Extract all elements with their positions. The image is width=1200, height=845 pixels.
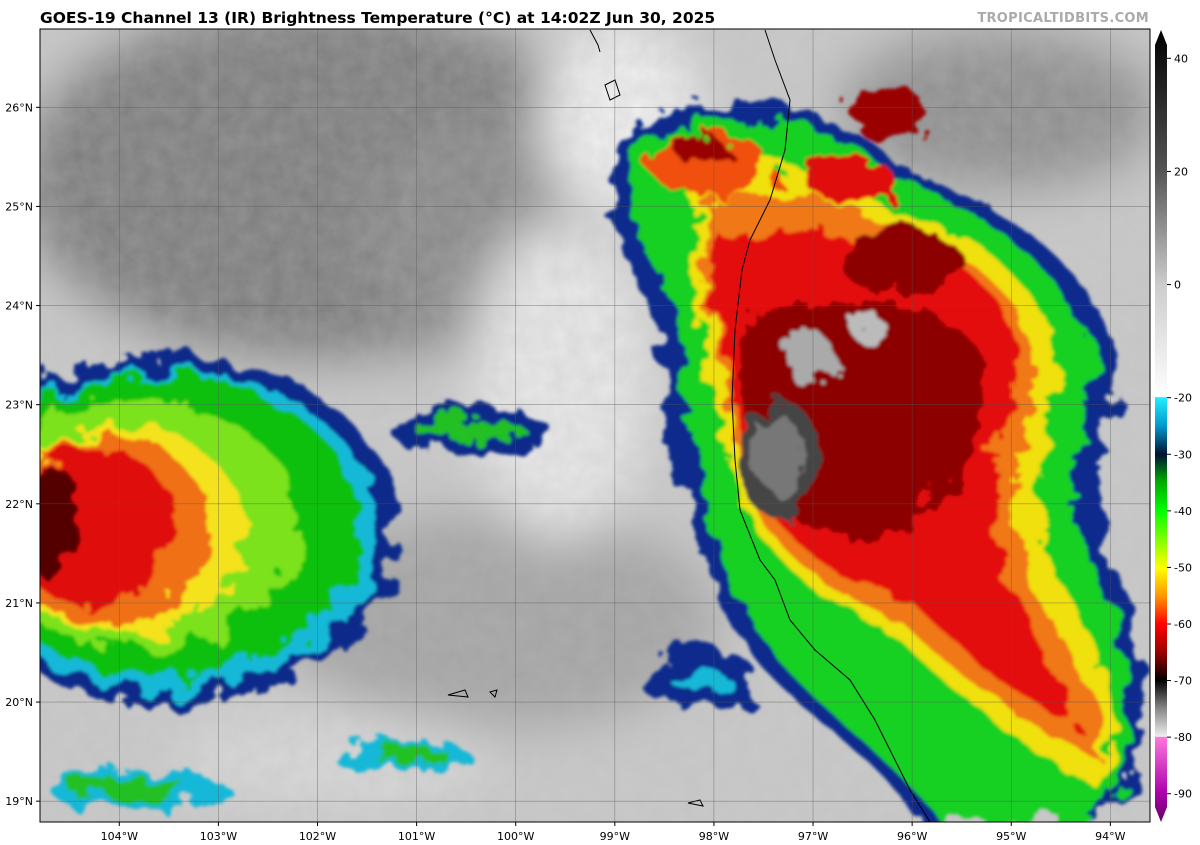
colorbar bbox=[1155, 30, 1167, 822]
lon-tick-label: 104°W bbox=[101, 830, 138, 843]
map-frame bbox=[39, 28, 1151, 823]
colorbar-tick-label: -50 bbox=[1174, 561, 1192, 574]
colorbar-tick-label: -40 bbox=[1174, 505, 1192, 518]
colorbar-tick-label: 20 bbox=[1174, 165, 1188, 178]
islands bbox=[447, 29, 704, 807]
lon-tick-label: 94°W bbox=[1095, 830, 1125, 843]
lat-tick-label: 26°N bbox=[5, 101, 33, 114]
lon-tick-label: 98°W bbox=[699, 830, 729, 843]
lat-tick-label: 19°N bbox=[5, 795, 33, 808]
lon-tick-label: 97°W bbox=[798, 830, 828, 843]
lat-tick-label: 23°N bbox=[5, 399, 33, 412]
colorbar-tick-label: -20 bbox=[1174, 392, 1192, 405]
colorbar-tick-label: -30 bbox=[1174, 448, 1192, 461]
lon-tick-label: 102°W bbox=[299, 830, 336, 843]
colorbar-tick-label: -90 bbox=[1174, 788, 1192, 801]
colorbar-tick-label: -80 bbox=[1174, 731, 1192, 744]
lat-tick-label: 20°N bbox=[5, 696, 33, 709]
watermark: TROPICALTIDBITS.COM bbox=[977, 11, 1149, 26]
imagery bbox=[40, 29, 1150, 822]
lon-tick-label: 103°W bbox=[200, 830, 237, 843]
colorbar-tick-label: 40 bbox=[1174, 52, 1188, 65]
lon-tick-label: 100°W bbox=[497, 830, 534, 843]
lon-tick-label: 99°W bbox=[600, 830, 630, 843]
colorbar-tick-label: -60 bbox=[1174, 618, 1192, 631]
coastline bbox=[731, 29, 931, 822]
colorbar-tick-label: 0 bbox=[1174, 279, 1181, 292]
lon-tick-label: 101°W bbox=[398, 830, 435, 843]
lat-tick-label: 22°N bbox=[5, 498, 33, 511]
lon-tick-label: 96°W bbox=[897, 830, 927, 843]
lat-tick-label: 21°N bbox=[5, 597, 33, 610]
lon-tick-label: 95°W bbox=[996, 830, 1026, 843]
colorbar-tick-label: -70 bbox=[1174, 675, 1192, 688]
title: GOES-19 Channel 13 (IR) Brightness Tempe… bbox=[40, 9, 716, 27]
lat-tick-label: 24°N bbox=[5, 300, 33, 313]
lat-tick-label: 25°N bbox=[5, 200, 33, 213]
